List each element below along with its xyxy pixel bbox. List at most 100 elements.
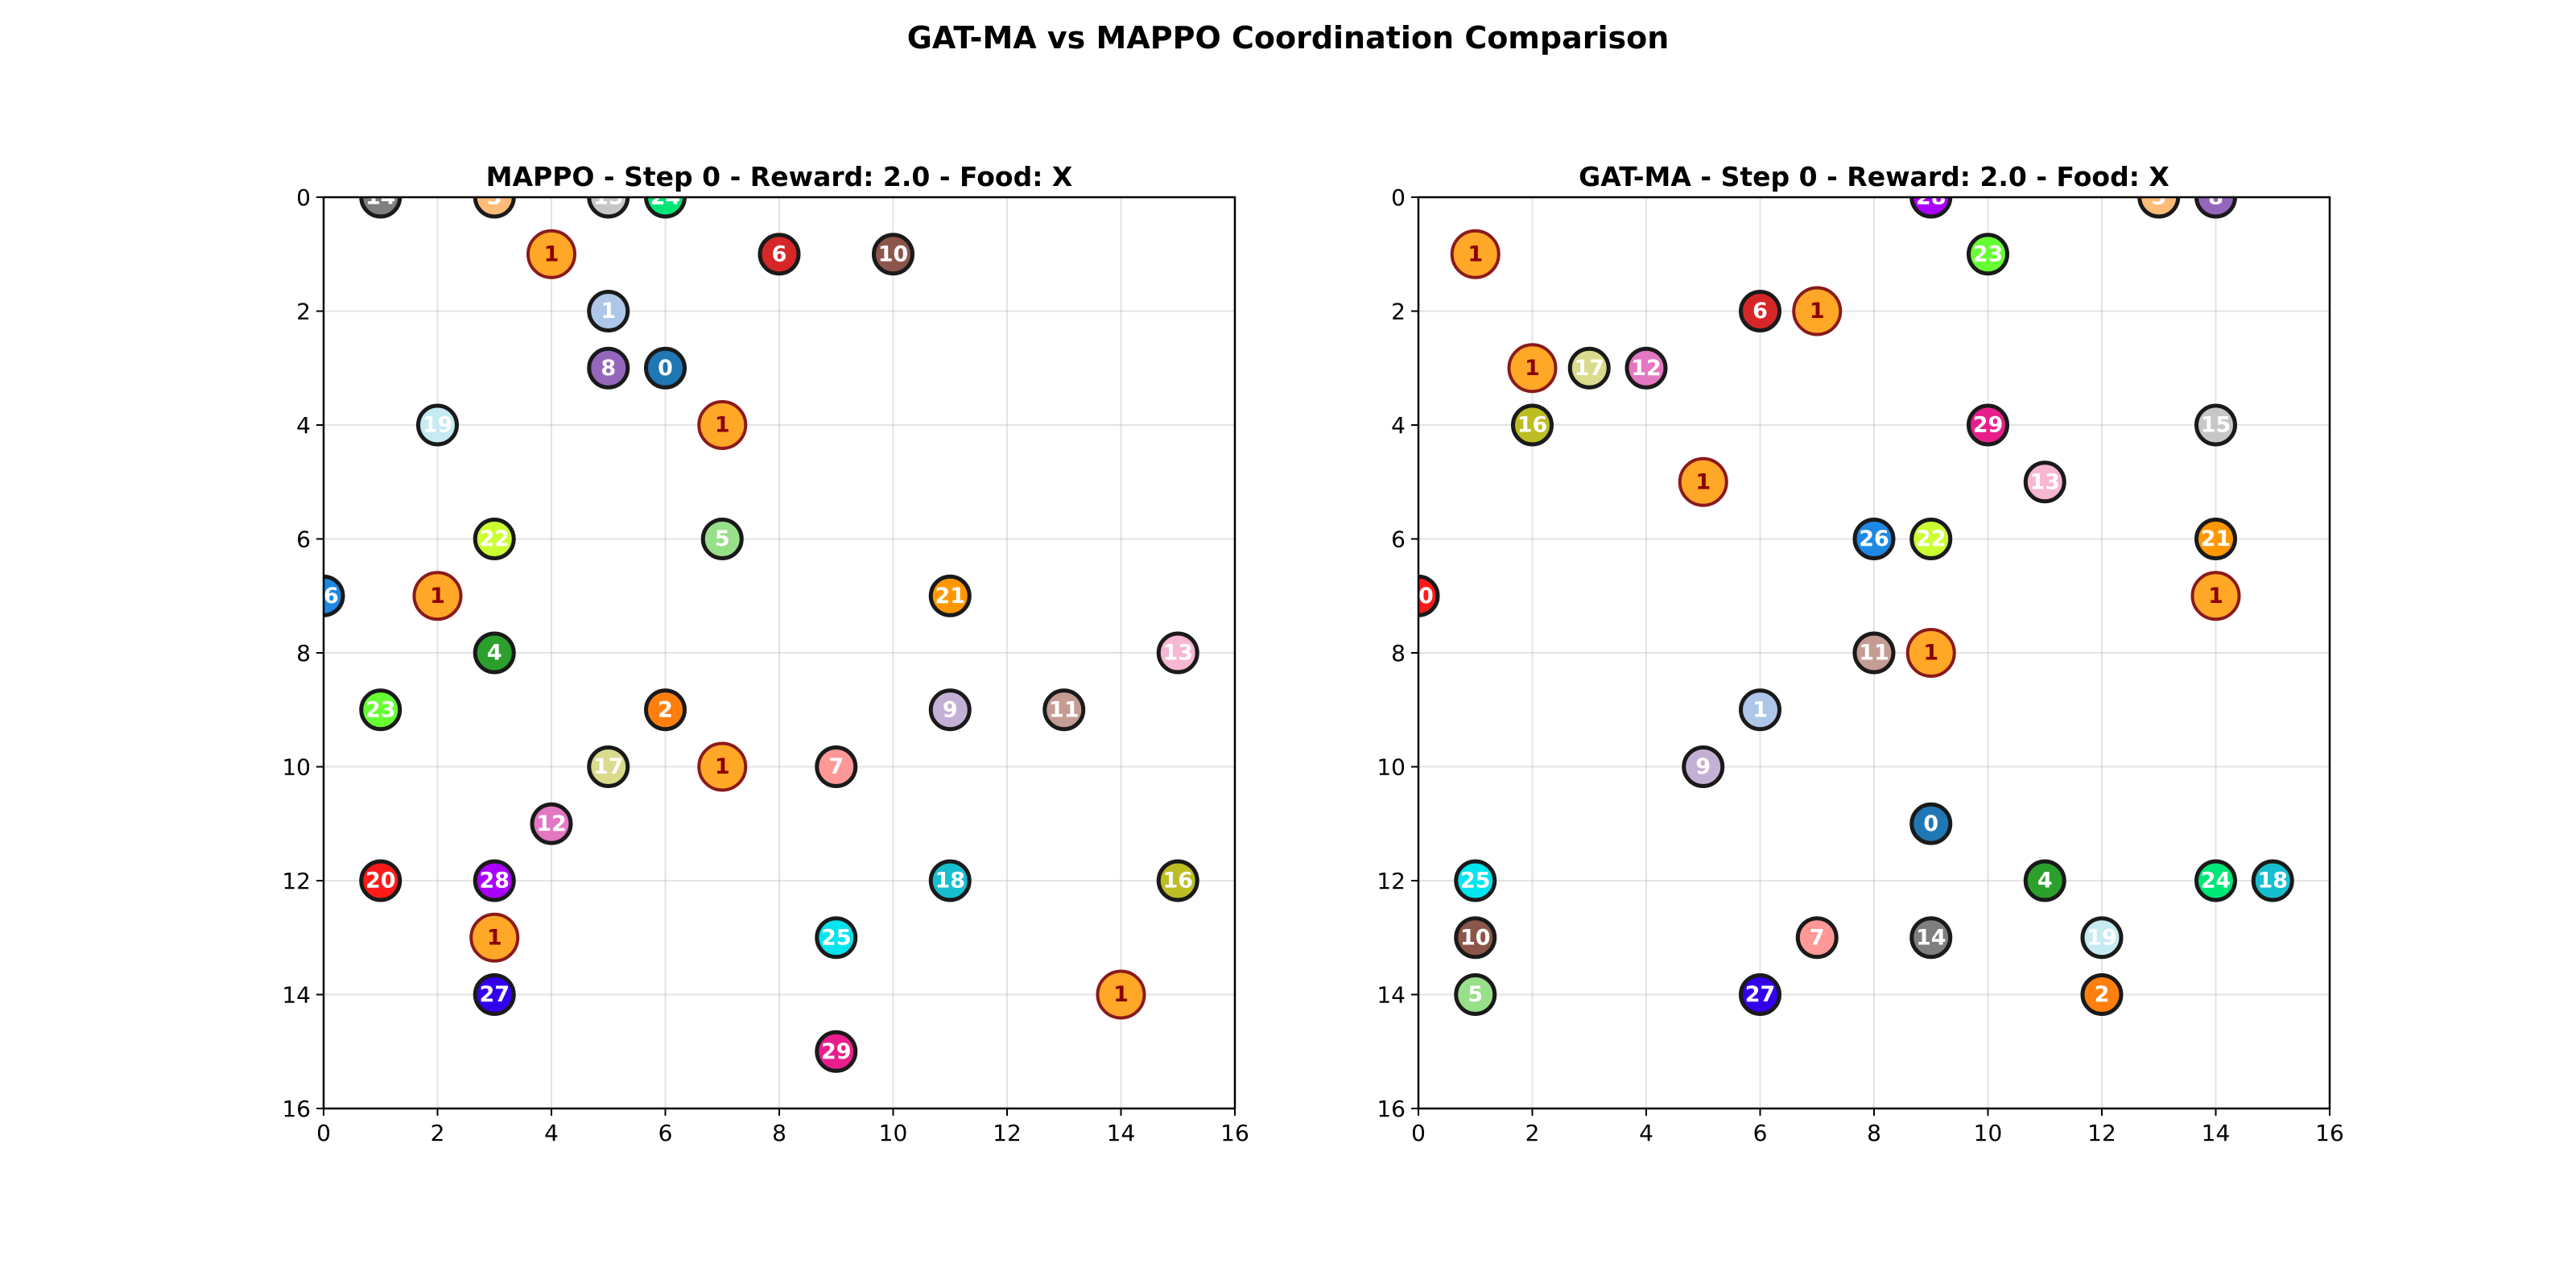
y-tick-label: 16 [282,1096,311,1122]
agent-marker [1967,403,2009,447]
x-tick-label: 12 [993,1120,1022,1146]
agent-label: 23 [1973,242,2004,266]
agent-label: 18 [935,869,965,894]
agent-label: 16 [1517,413,1548,438]
y-tick-label: 12 [1377,868,1406,894]
agent-marker [1739,688,1781,732]
food-marker [469,912,520,963]
agent-label: 24 [2201,869,2231,894]
agent-label: 19 [2087,925,2117,950]
y-axis: 0 2 4 6 8 10 12 14 16 [282,184,324,1122]
agent-marker [359,688,402,732]
agent-label: 29 [1973,413,2004,438]
agent-label: 13 [2029,469,2060,494]
agent-label: 5 [715,526,730,551]
agent-label: 11 [1049,697,1080,722]
agent-marker [473,973,516,1016]
agent-label: 14 [365,185,396,210]
agent-marker [2194,197,2237,219]
agent-marker [815,745,858,788]
agent-label: 8 [601,356,616,381]
agent-marker [1454,916,1497,960]
agent-marker [2251,859,2294,902]
agent-marker [815,916,858,960]
agent-label: 21 [935,584,965,609]
x-tick-label: 4 [1639,1120,1653,1146]
agent-marker [1909,518,1953,560]
agent-label: 4 [487,641,502,666]
agent-label: 26 [1859,526,1889,551]
y-tick-label: 2 [1391,299,1406,325]
agent-label: 21 [2201,526,2231,551]
x-tick-label: 14 [2202,1120,2231,1146]
agent-label: 22 [479,526,510,551]
agent-label: 0 [658,356,673,381]
agent-label: 28 [1916,185,1946,210]
agent-marker [644,197,687,219]
agent-marker [872,233,914,276]
agent-marker [587,346,630,390]
food-marker [697,741,748,792]
agent-marker [1795,916,1839,960]
x-tick-label: 10 [879,1120,908,1146]
food-marker [1450,229,1501,279]
y-tick-label: 6 [1391,526,1406,553]
food-marker [526,229,576,279]
agent-label: 1 [1752,697,1768,722]
agent-marker [2194,518,2237,560]
y-tick-label: 4 [1391,412,1406,439]
agent-marker [1418,574,1440,617]
x-tick-label: 14 [1107,1120,1136,1146]
food-label: 1 [1525,356,1540,381]
agent-marker [530,802,573,845]
x-tick-label: 4 [544,1120,559,1146]
agent-marker [1624,346,1668,390]
agent-label: 24 [650,185,681,210]
x-tick-label: 2 [1525,1120,1540,1146]
food-label: 1 [715,754,730,779]
y-tick-label: 14 [282,982,311,1009]
agent-marker [815,1030,858,1073]
food-label: 1 [1468,242,1483,266]
agent-marker [758,233,801,276]
agent-marker [1042,688,1086,732]
agent-label: 25 [821,925,852,950]
agent-label: 3 [487,185,502,210]
agent-marker [473,631,516,675]
agent-marker [1567,346,1611,390]
y-tick-label: 8 [1391,640,1406,667]
agent-marker [473,859,516,902]
y-tick-label: 2 [296,299,311,325]
agent-label: 7 [828,754,844,779]
food-marker [412,571,463,621]
food-marker [1096,969,1146,1020]
agent-label: 20 [365,869,396,894]
agent-marker [473,518,516,560]
agent-marker [2080,973,2124,1016]
food-marker [1507,343,1558,394]
agent-marker [644,688,687,732]
agent-label: 25 [1460,869,1491,894]
agent-label: 15 [2201,413,2231,438]
food-marker [2190,571,2241,621]
x-tick-label: 12 [2087,1120,2116,1146]
x-tick-label: 6 [1753,1120,1768,1146]
x-tick-label: 10 [1974,1120,2003,1146]
agent-label: 14 [1916,925,1946,950]
agent-marker [587,290,630,332]
agent-marker [1852,518,1896,560]
food-label: 1 [715,413,730,438]
agent-marker [644,346,687,390]
food-marker [1678,456,1728,507]
agent-label: 2 [658,697,673,722]
agent-label: 3 [2151,185,2166,210]
agent-marker [1682,745,1725,788]
agent-marker [1967,233,2009,276]
y-tick-label: 16 [1377,1096,1406,1122]
agent-marker [1454,973,1497,1016]
agent-label: 13 [1162,641,1193,666]
food-marker [1792,286,1843,336]
agent-label: 10 [1460,925,1491,950]
